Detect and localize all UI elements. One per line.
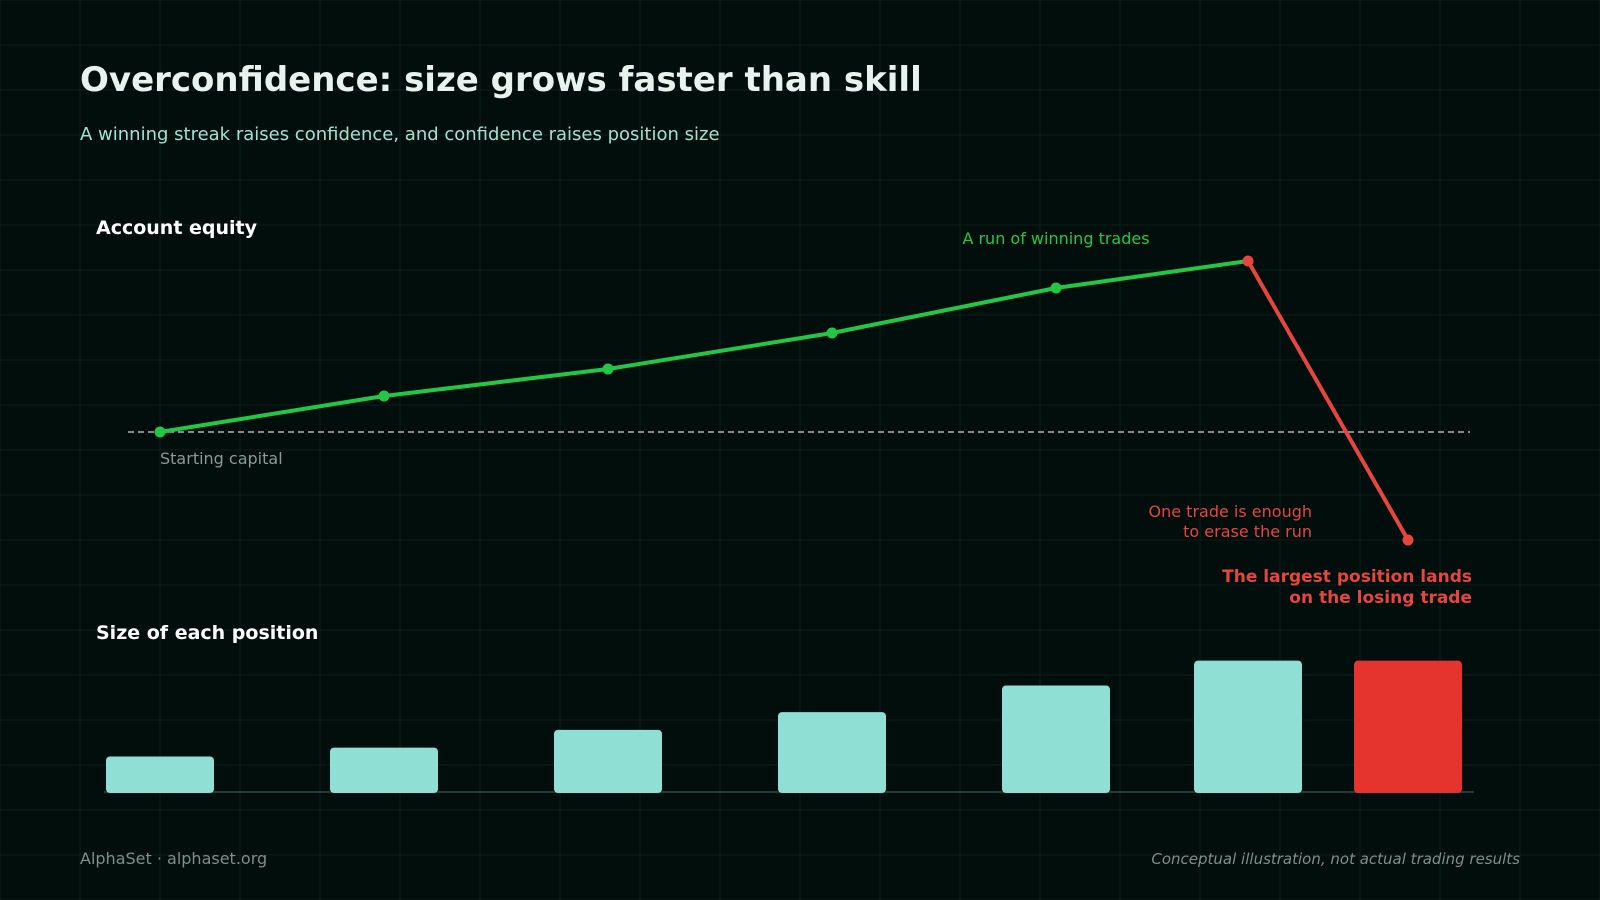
equity-point (1242, 255, 1254, 267)
equity-chart-title: Account equity (96, 217, 258, 239)
equity-series (159, 259, 1410, 542)
equity-line-losing (1246, 259, 1410, 542)
page-subtitle: A winning streak raises confidence, and … (80, 124, 720, 145)
equity-point (602, 363, 614, 375)
equity-point (826, 327, 838, 339)
equity-point (378, 390, 390, 402)
winning-run-annotation: A run of winning trades (962, 229, 1149, 248)
erase-run-annotation-line2: to erase the run (1183, 522, 1312, 541)
footer-disclaimer: Conceptual illustration, not actual trad… (1151, 850, 1520, 868)
equity-line-winning (159, 259, 1249, 434)
equity-point (1050, 282, 1062, 294)
position-bar (330, 747, 438, 793)
largest-position-annotation-line2: on the losing trade (1289, 588, 1472, 608)
equity-point (1402, 534, 1414, 546)
starting-capital-label: Starting capital (160, 449, 283, 468)
equity-points (154, 255, 1414, 546)
page-title: Overconfidence: size grows faster than s… (80, 60, 922, 100)
position-bar (1354, 660, 1462, 793)
position-bar (1194, 660, 1302, 793)
footer-brand: AlphaSet · alphaset.org (80, 849, 267, 868)
erase-run-annotation-line1: One trade is enough (1149, 502, 1312, 521)
position-bar (1002, 685, 1110, 793)
position-bar (106, 756, 214, 793)
equity-chart: Account equity Starting capital A run of… (96, 217, 1470, 546)
position-bar (554, 729, 662, 793)
size-chart-title: Size of each position (96, 622, 318, 644)
position-bars (106, 660, 1462, 793)
largest-position-annotation-line1: The largest position lands (1222, 567, 1472, 587)
equity-point (154, 426, 166, 438)
position-size-chart: Size of each position The largest positi… (96, 567, 1474, 793)
position-bar (778, 712, 886, 793)
